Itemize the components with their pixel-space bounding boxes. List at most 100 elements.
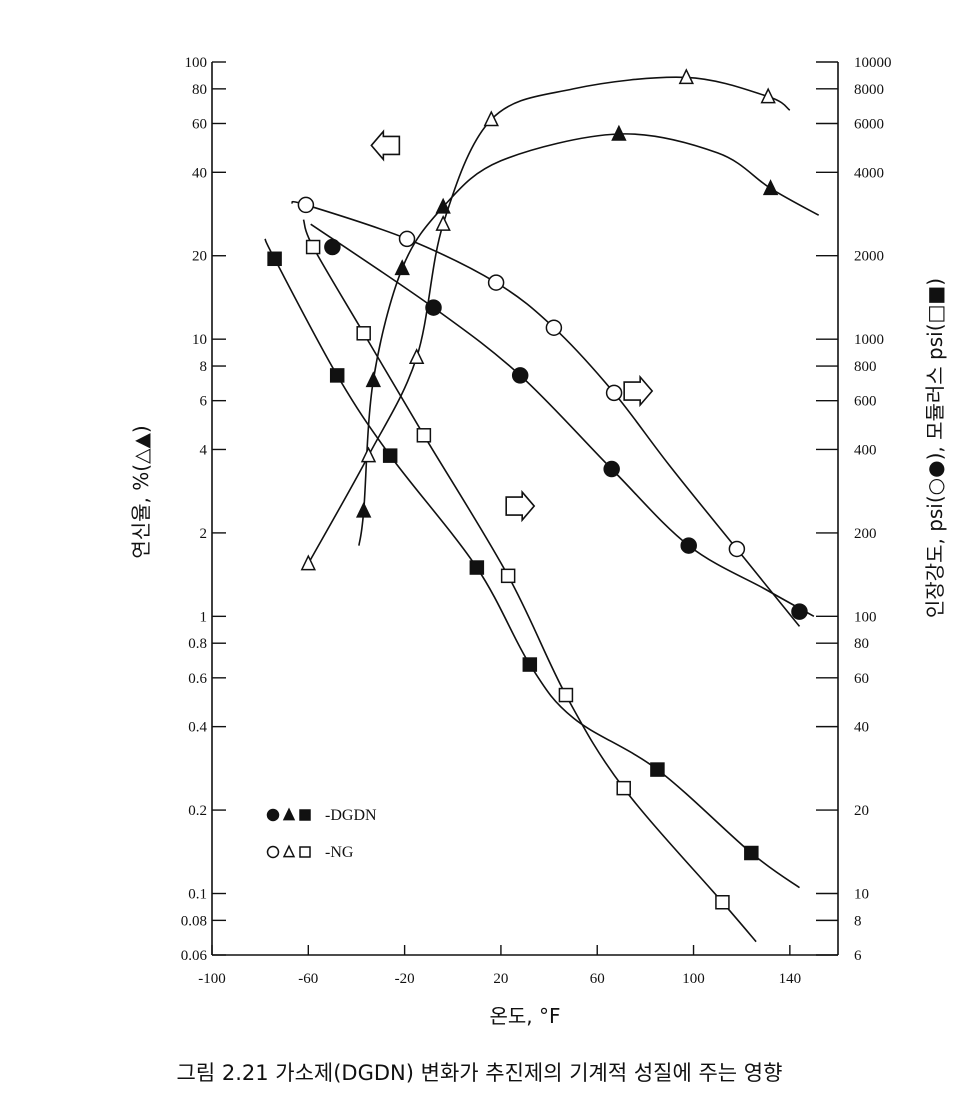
legend-marker-filled-triangle — [282, 807, 296, 821]
x-tick-label: -60 — [298, 971, 318, 987]
plot-frame — [211, 62, 839, 956]
data-point-filled-square — [382, 448, 398, 463]
right-tick-label: 80 — [854, 636, 869, 652]
axis-ticks: -100 -60 -20 20 60 100 1400.060.080.10.20.40.6… — [181, 55, 892, 987]
left-tick-label: 10 — [192, 332, 207, 348]
series-curve-open-triangle — [307, 76, 791, 564]
right-tick-label: 8 — [854, 913, 862, 929]
left-tick-label: 4 — [200, 442, 208, 458]
legend-entry-dgdn — [266, 807, 311, 822]
annotations — [370, 129, 654, 523]
left-tick-label: 80 — [192, 82, 207, 98]
legend-marker-filled-square — [299, 809, 311, 821]
right-tick-label: 100 — [854, 609, 877, 625]
left-tick-label: 0.1 — [188, 887, 207, 903]
data-point-open-triangle — [408, 348, 425, 365]
data-point-filled-square — [522, 657, 538, 672]
legend-marker-open-triangle — [282, 844, 296, 858]
x-tick-label: -20 — [395, 971, 415, 987]
legend-marker-filled-circle — [266, 808, 280, 822]
annotation-arrow-right — [505, 489, 536, 523]
annotation-arrow-left — [370, 129, 401, 162]
legend-label-dgdn: -DGDN — [325, 807, 377, 824]
x-tick-label: 140 — [779, 971, 802, 987]
x-tick-label: 100 — [682, 971, 705, 987]
right-tick-label: 200 — [854, 526, 877, 542]
legend-marker-open-circle — [266, 845, 280, 859]
data-point-filled-circle — [511, 367, 529, 384]
right-tick-label: 10 — [854, 887, 869, 903]
left-tick-label: 6 — [200, 394, 208, 410]
left-tick-label: 8 — [200, 359, 208, 375]
series-markers — [267, 68, 808, 910]
data-point-open-triangle — [483, 110, 499, 127]
left-tick-label: 60 — [192, 116, 207, 132]
data-point-filled-triangle — [394, 259, 410, 276]
legend-label-ng: -NG — [325, 844, 354, 861]
data-point-open-circle — [728, 540, 746, 558]
data-point-filled-triangle — [365, 371, 382, 388]
legend: -DGDN -NG — [266, 807, 377, 861]
left-tick-label: 1 — [200, 609, 208, 625]
data-point-filled-triangle — [762, 179, 779, 196]
right-tick-label: 600 — [854, 394, 877, 410]
right-tick-label: 1000 — [854, 332, 884, 348]
data-point-open-circle — [297, 196, 315, 214]
right-tick-label: 60 — [854, 671, 869, 687]
data-point-filled-square — [650, 762, 665, 777]
data-point-open-triangle — [435, 214, 451, 231]
right-tick-label: 400 — [854, 442, 877, 458]
left-tick-label: 0.06 — [181, 948, 208, 964]
data-point-filled-circle — [680, 537, 697, 554]
series-curve-open-circle — [291, 200, 801, 627]
right-tick-label: 800 — [854, 359, 877, 375]
right-tick-label: 20 — [854, 803, 869, 819]
left-tick-label: 0.6 — [188, 671, 207, 687]
data-point-filled-square — [744, 845, 759, 861]
data-point-filled-triangle — [355, 501, 372, 518]
left-tick-label: 0.2 — [188, 803, 207, 819]
data-point-filled-circle — [791, 603, 808, 620]
x-tick-label: 60 — [590, 971, 605, 987]
right-axis-title: 인장강도, psi(○●), 모듈러스 psi(□■) — [923, 278, 947, 618]
series-curve-filled-triangle — [358, 133, 820, 546]
series-curve-filled-square — [264, 238, 800, 889]
x-axis-title: 온도, °F — [489, 1004, 560, 1028]
data-point-open-square — [715, 894, 730, 910]
data-point-filled-square — [267, 251, 282, 267]
left-axis-title: 연신율, %(△▲) — [129, 425, 153, 558]
right-tick-label: 2000 — [854, 249, 884, 265]
right-tick-label: 40 — [854, 720, 869, 736]
data-point-filled-circle — [324, 238, 341, 256]
data-point-open-triangle — [300, 554, 317, 571]
data-point-open-square — [500, 568, 516, 584]
left-tick-label: 2 — [200, 526, 208, 542]
data-point-open-triangle — [360, 446, 377, 463]
series-curve-filled-circle — [310, 223, 815, 618]
left-tick-label: 20 — [192, 249, 207, 265]
left-tick-label: 0.08 — [181, 913, 207, 929]
data-point-filled-square — [329, 368, 345, 383]
right-tick-label: 8000 — [854, 82, 884, 98]
data-point-open-triangle — [760, 87, 776, 104]
figure-caption: 그림 2.21 가소제(DGDN) 변화가 추진제의 기계적 성질에 주는 영향 — [176, 1061, 783, 1085]
legend-marker-open-square — [299, 846, 311, 858]
data-point-filled-triangle — [435, 197, 451, 214]
data-point-filled-triangle — [611, 124, 627, 141]
series-curve-open-square — [302, 219, 757, 943]
x-tick-label: 20 — [493, 971, 508, 987]
right-tick-label: 6000 — [854, 116, 884, 132]
left-tick-label: 100 — [185, 55, 208, 71]
data-point-open-circle — [605, 384, 623, 402]
annotation-arrow-right — [623, 374, 654, 408]
data-point-open-square — [616, 780, 631, 796]
right-tick-label: 6 — [854, 948, 862, 964]
legend-entry-ng — [266, 844, 311, 859]
data-point-open-circle — [398, 230, 416, 248]
data-point-filled-square — [469, 560, 485, 575]
data-point-open-circle — [545, 319, 563, 336]
data-point-open-square — [356, 326, 371, 341]
data-point-open-square — [305, 239, 321, 255]
left-tick-label: 40 — [192, 165, 207, 181]
